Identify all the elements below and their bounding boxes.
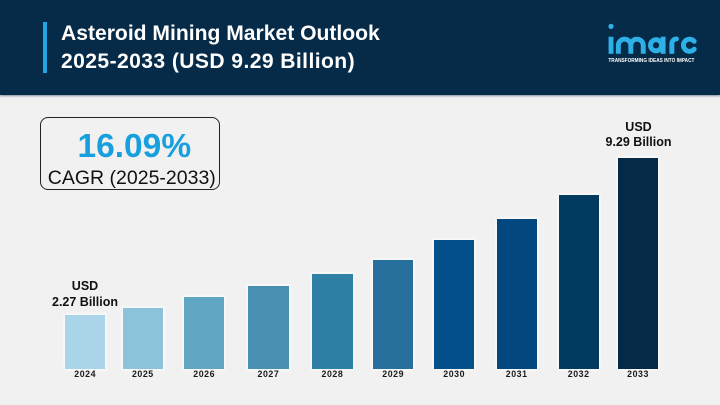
svg-text:TRANSFORMING IDEAS INTO IMPACT: TRANSFORMING IDEAS INTO IMPACT (608, 58, 694, 64)
